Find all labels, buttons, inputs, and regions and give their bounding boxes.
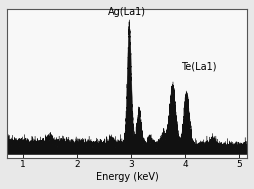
Text: Ag(La1): Ag(La1) [108, 7, 146, 17]
Text: Te(La1): Te(La1) [181, 61, 217, 71]
X-axis label: Energy (keV): Energy (keV) [96, 172, 158, 182]
